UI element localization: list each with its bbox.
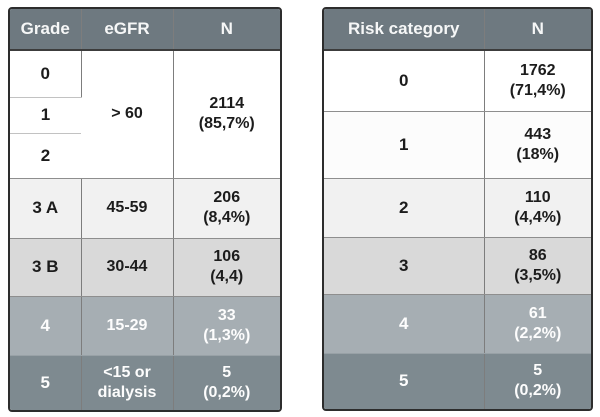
grade-cell-3b: 3 B (10, 238, 82, 297)
grade-cell-0: 0 (10, 50, 82, 98)
n-percent: (4,4%) (514, 208, 562, 226)
egfr-cell: <15 or dialysis (81, 355, 174, 410)
table-row: 4 15-29 33 (1,3%) (10, 296, 280, 356)
n-percent: (3,5%) (514, 267, 562, 285)
n-percent: (2,2%) (514, 325, 562, 343)
n-cell: 443 (18%) (484, 111, 591, 180)
table-header-row: Grade eGFR N (10, 9, 280, 51)
n-value: 5 (533, 362, 543, 380)
egfr-column-header: eGFR (81, 9, 174, 51)
n-column-header: N (484, 9, 591, 52)
n-percent: (85,7%) (198, 115, 255, 133)
n-value: 61 (528, 305, 547, 323)
grade-cell-2: 2 (10, 133, 81, 179)
risk-category-column-header: Risk category (324, 9, 485, 52)
grade-egfr-table: Grade eGFR N 0 > 60 2114 (85,7%) 1 2 3 A… (8, 7, 282, 412)
table-header-row: Risk category N (324, 9, 591, 52)
n-value: 1762 (519, 61, 556, 79)
risk-category-cell-4: 4 (324, 294, 485, 354)
table-row: 3 B 30-44 106 (4,4) (10, 238, 280, 297)
risk-category-cell-1: 1 (324, 111, 485, 180)
table-row: 3 86 (3,5%) (324, 237, 591, 296)
n-value: 2114 (209, 95, 245, 113)
n-percent: (71,4%) (509, 81, 566, 99)
n-cell: 110 (4,4%) (484, 178, 591, 238)
n-cell: 1762 (71,4%) (484, 50, 591, 112)
n-percent: (0,2%) (203, 383, 251, 401)
table-row: 1 (10, 97, 280, 134)
n-value: 206 (213, 189, 241, 206)
egfr-line-1: <15 or (103, 363, 151, 381)
risk-category-table-grid: Risk category N 0 1762 (71,4%) 1 443 (18… (324, 9, 591, 409)
grade-egfr-table-grid: Grade eGFR N 0 > 60 2114 (85,7%) 1 2 3 A… (10, 9, 280, 410)
n-cell: 106 (4,4) (173, 238, 280, 297)
n-cell: 5 (0,2%) (173, 355, 280, 410)
table-row: 0 > 60 2114 (85,7%) (10, 50, 280, 179)
n-percent: (8,4%) (203, 209, 251, 226)
n-value: 5 (222, 363, 232, 381)
egfr-cell: 15-29 (81, 296, 174, 356)
n-cell: 61 (2,2%) (484, 294, 591, 354)
table-row: 5 <15 or dialysis 5 (0,2%) (10, 355, 280, 410)
n-percent: (18%) (516, 145, 560, 163)
n-cell-merged: 2114 (85,7%) (173, 50, 280, 179)
n-value: 110 (524, 188, 551, 206)
n-cell: 5 (0,2%) (484, 353, 591, 409)
risk-category-cell-5: 5 (324, 353, 485, 409)
n-cell: 86 (3,5%) (484, 237, 591, 296)
n-percent: (0,2%) (514, 382, 562, 400)
risk-category-cell-0: 0 (324, 50, 485, 112)
table-row: 1 443 (18%) (324, 111, 591, 180)
table-row: 2 110 (4,4%) (324, 178, 591, 238)
risk-category-cell-3: 3 (324, 237, 485, 296)
n-value: 86 (528, 247, 547, 265)
egfr-cell: 45-59 (81, 178, 174, 239)
grade-cell-5: 5 (10, 355, 82, 410)
table-row: 5 5 (0,2%) (324, 353, 591, 409)
n-column-header: N (173, 9, 280, 51)
table-row: 0 1762 (71,4%) (324, 50, 591, 112)
n-value: 106 (213, 248, 241, 265)
n-percent: (1,3%) (203, 326, 251, 344)
n-cell: 206 (8,4%) (173, 178, 280, 239)
risk-category-cell-2: 2 (324, 178, 485, 238)
table-row: 3 A 45-59 206 (8,4%) (10, 178, 280, 239)
egfr-cell-merged: > 60 (81, 50, 174, 179)
egfr-line-2: dialysis (97, 383, 157, 401)
n-percent: (4,4) (210, 268, 244, 285)
grade-column-header: Grade (10, 9, 82, 51)
risk-category-table: Risk category N 0 1762 (71,4%) 1 443 (18… (322, 7, 593, 411)
grade-cell-3a: 3 A (10, 178, 82, 239)
n-value: 443 (524, 125, 552, 143)
grade-cell-1: 1 (10, 97, 81, 134)
egfr-cell: 30-44 (81, 238, 174, 297)
table-row: 4 61 (2,2%) (324, 294, 591, 354)
grade-cell-4: 4 (10, 296, 82, 356)
n-cell: 33 (1,3%) (173, 296, 280, 356)
n-value: 33 (217, 306, 236, 324)
table-row: 2 (10, 133, 280, 179)
